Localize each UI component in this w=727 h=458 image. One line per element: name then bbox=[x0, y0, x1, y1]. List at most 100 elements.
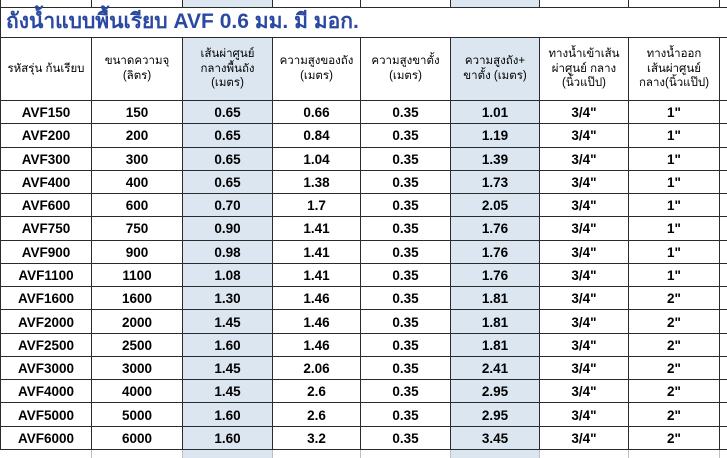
cell[interactable]: 1.76 bbox=[451, 263, 540, 287]
cell[interactable]: 1" bbox=[629, 194, 720, 217]
cell[interactable]: 200 bbox=[92, 124, 183, 147]
cell[interactable]: 3/4" bbox=[540, 426, 629, 449]
cell[interactable]: 1.45 bbox=[183, 380, 273, 403]
cell[interactable]: 1.46 bbox=[273, 310, 361, 333]
cell[interactable]: 600 bbox=[92, 194, 183, 217]
cell[interactable]: 2.6 bbox=[273, 380, 361, 403]
cell[interactable]: 0.35 bbox=[361, 403, 451, 426]
cell[interactable]: AVF1600 bbox=[1, 287, 92, 310]
cell[interactable]: 1" bbox=[629, 147, 720, 170]
column-header-7[interactable]: ทางน้ำเข้าเส้น ผ่าศูนย์ กลาง (นิ้วแป๊ป) bbox=[540, 38, 629, 100]
cell[interactable]: 1.81 bbox=[451, 287, 540, 310]
cell[interactable]: 300 bbox=[92, 147, 183, 170]
column-header-4[interactable]: ความสูงของถัง (เมตร) bbox=[273, 38, 361, 100]
cell[interactable]: 0.35 bbox=[361, 194, 451, 217]
cell[interactable]: 0.35 bbox=[361, 310, 451, 333]
cell[interactable]: AVF750 bbox=[1, 217, 92, 240]
cell[interactable]: 0.70 bbox=[183, 194, 273, 217]
cell[interactable]: 0.35 bbox=[361, 101, 451, 124]
cell[interactable]: 0.35 bbox=[361, 147, 451, 170]
cell[interactable]: AVF200 bbox=[1, 124, 92, 147]
cell[interactable]: 1.39 bbox=[451, 147, 540, 170]
cell[interactable]: 3/4" bbox=[540, 124, 629, 147]
cell[interactable]: 3/4" bbox=[540, 403, 629, 426]
cell[interactable]: 0.35 bbox=[361, 240, 451, 263]
cell[interactable]: 2" bbox=[629, 380, 720, 403]
cell[interactable]: 1.45 bbox=[183, 310, 273, 333]
cell[interactable]: 1" bbox=[629, 240, 720, 263]
cell[interactable]: 1.60 bbox=[183, 333, 273, 356]
cell[interactable]: 3/4" bbox=[540, 380, 629, 403]
cell[interactable]: 3/4" bbox=[540, 101, 629, 124]
cell[interactable]: AVF900 bbox=[1, 240, 92, 263]
cell[interactable]: 0.98 bbox=[183, 240, 273, 263]
cell[interactable]: 0.65 bbox=[183, 147, 273, 170]
cell[interactable]: 1.7 bbox=[273, 194, 361, 217]
column-header-5[interactable]: ความสูงขาตั้ง (เมตร) bbox=[361, 38, 451, 100]
cell[interactable]: 1" bbox=[629, 124, 720, 147]
cell[interactable]: 1" bbox=[629, 170, 720, 194]
cell[interactable]: 2000 bbox=[92, 310, 183, 333]
cell[interactable]: AVF150 bbox=[1, 101, 92, 124]
cell[interactable]: 0.35 bbox=[361, 217, 451, 240]
cell[interactable]: 1.81 bbox=[451, 333, 540, 356]
cell[interactable]: 1.81 bbox=[451, 310, 540, 333]
cell[interactable]: 1.41 bbox=[273, 217, 361, 240]
cell[interactable]: 3/4" bbox=[540, 263, 629, 287]
cell[interactable]: 2" bbox=[629, 333, 720, 356]
cell[interactable]: AVF2500 bbox=[1, 333, 92, 356]
cell[interactable]: 1.04 bbox=[273, 147, 361, 170]
cell[interactable]: 400 bbox=[92, 170, 183, 194]
cell[interactable]: 1600 bbox=[92, 287, 183, 310]
cell[interactable]: 3.45 bbox=[451, 426, 540, 449]
table-title-row[interactable]: ถังน้ำแบบพื้นเรียบ AVF 0.6 มม. มี มอก. bbox=[1, 8, 727, 38]
cell[interactable]: 1.38 bbox=[273, 170, 361, 194]
cell[interactable]: 3/4" bbox=[540, 356, 629, 380]
cell[interactable]: AVF3000 bbox=[1, 356, 92, 380]
cell[interactable]: 3000 bbox=[92, 356, 183, 380]
cell[interactable]: 3/4" bbox=[540, 217, 629, 240]
column-header-1[interactable]: รหัสรุ่น ก้นเรียบ bbox=[1, 38, 92, 100]
cell[interactable]: 2.05 bbox=[451, 194, 540, 217]
cell[interactable]: 1.01 bbox=[451, 101, 540, 124]
cell[interactable]: 1.46 bbox=[273, 287, 361, 310]
cell[interactable]: 2.06 bbox=[273, 356, 361, 380]
cell[interactable]: 2500 bbox=[92, 333, 183, 356]
cell[interactable]: 2.95 bbox=[451, 380, 540, 403]
cell[interactable]: 2" bbox=[629, 403, 720, 426]
cell[interactable]: 3/4" bbox=[540, 310, 629, 333]
cell[interactable]: 0.66 bbox=[273, 101, 361, 124]
cell[interactable]: 2.41 bbox=[451, 356, 540, 380]
cell[interactable]: 1.45 bbox=[183, 356, 273, 380]
cell[interactable]: 3.2 bbox=[273, 426, 361, 449]
cell[interactable]: 1" bbox=[629, 101, 720, 124]
cell[interactable]: 3/4" bbox=[540, 147, 629, 170]
column-header-8[interactable]: ทางน้ำออก เส้นผ่าศูนย์ กลาง(นิ้วแป๊ป) bbox=[629, 38, 720, 100]
cell[interactable]: 2.95 bbox=[451, 403, 540, 426]
cell[interactable]: 0.35 bbox=[361, 170, 451, 194]
cell[interactable]: 0.65 bbox=[183, 124, 273, 147]
cell[interactable]: 2" bbox=[629, 356, 720, 380]
column-header-3[interactable]: เส้นผ่าศูนย์ กลางพื้นถัง (เมตร) bbox=[183, 38, 273, 100]
column-header-6[interactable]: ความสูงถัง+ ขาตั้ง (เมตร) bbox=[451, 38, 540, 100]
cell[interactable]: 0.35 bbox=[361, 263, 451, 287]
cell[interactable]: 0.35 bbox=[361, 287, 451, 310]
cell[interactable]: 0.35 bbox=[361, 380, 451, 403]
cell[interactable]: AVF600 bbox=[1, 194, 92, 217]
cell[interactable]: AVF400 bbox=[1, 170, 92, 194]
cell[interactable]: AVF6000 bbox=[1, 426, 92, 449]
cell[interactable]: 4000 bbox=[92, 380, 183, 403]
cell[interactable]: 0.65 bbox=[183, 101, 273, 124]
cell[interactable]: 1.30 bbox=[183, 287, 273, 310]
cell[interactable]: 1.46 bbox=[273, 333, 361, 356]
cell[interactable]: 1.19 bbox=[451, 124, 540, 147]
cell[interactable]: 750 bbox=[92, 217, 183, 240]
cell[interactable]: 0.90 bbox=[183, 217, 273, 240]
cell[interactable]: AVF4000 bbox=[1, 380, 92, 403]
cell[interactable]: 1.60 bbox=[183, 403, 273, 426]
cell[interactable]: 1.73 bbox=[451, 170, 540, 194]
cell[interactable]: 2" bbox=[629, 287, 720, 310]
cell[interactable]: 1.08 bbox=[183, 263, 273, 287]
cell[interactable]: 1.41 bbox=[273, 263, 361, 287]
cell[interactable]: AVF300 bbox=[1, 147, 92, 170]
